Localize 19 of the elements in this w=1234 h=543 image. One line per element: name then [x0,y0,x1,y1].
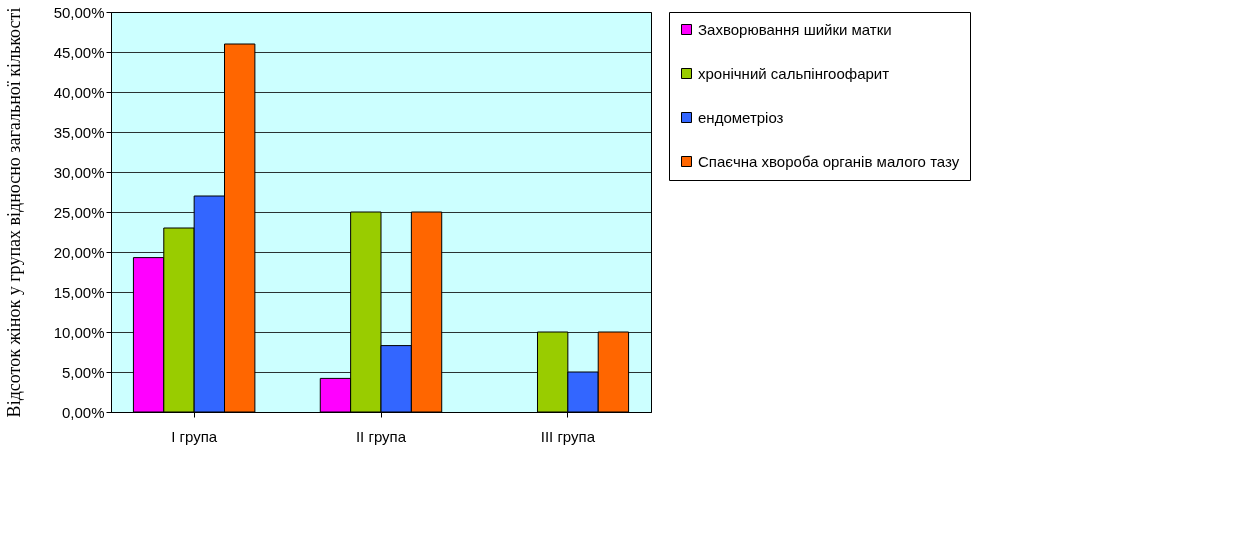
legend-label: хронічний сальпінгоофарит [698,64,890,82]
y-tick-label: 0,00% [61,403,105,421]
x-tick-label: II група [355,427,407,445]
legend-label: ендометріоз [698,108,784,126]
legend-label: Спаєчна хвороба органів малого тазу [698,152,960,170]
y-axis-title: Відсоток жінок у групах відносно загальної кількості [3,7,24,418]
y-tick-label: 25,00% [53,203,105,221]
x-tick-label: I група [171,427,218,445]
y-tick-label: 35,00% [53,123,105,141]
x-tick-label: III група [540,427,596,445]
y-tick-label: 40,00% [53,83,105,101]
y-tick-label: 5,00% [61,363,105,381]
y-tick-label: 10,00% [53,323,105,341]
y-tick-label: 15,00% [53,283,105,301]
y-tick-label: 20,00% [53,243,105,261]
y-tick-label: 50,00% [53,3,105,21]
y-tick-label: 30,00% [53,163,105,181]
y-tick-label: 45,00% [53,43,105,61]
legend-label: Захворювання шийки матки [698,20,892,38]
